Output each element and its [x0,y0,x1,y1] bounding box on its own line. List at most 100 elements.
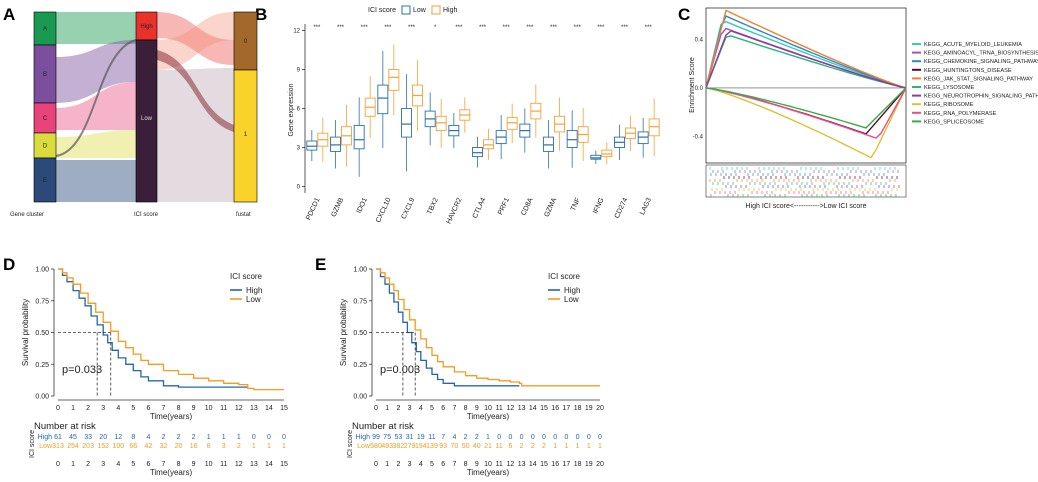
km-x-tick-label: 18 [574,405,582,412]
km-x-tick-label: 3 [408,405,412,412]
cxcl9-low-box [401,108,412,138]
risk-x-tick-label: 7 [162,461,166,468]
risk-value: 1 [576,443,580,450]
gsea-y-tick: 0.4 [695,37,704,43]
risk-value: 16 [190,443,198,450]
risk-x-tick-label: 10 [484,461,492,468]
legend-high-label: High [443,7,458,14]
risk-value: 1 [598,443,602,450]
risk-value: 93 [439,443,447,450]
gsea-legend-label: KEGG_CHEMOKINE_SIGNALING_PATHWAY [924,59,1038,65]
ctla4-high-box [483,139,494,150]
km-x-tick-label: 10 [484,405,492,412]
risk-x-tick-label: 18 [574,461,582,468]
km-pvalue: p=0.003 [380,364,420,376]
significance-tnf: *** [574,25,582,31]
risk-value: 0 [553,434,557,441]
gsea-plot: Enrichment Score High ICI score<--------… [689,7,1038,210]
risk-value: 2 [464,434,468,441]
km-y-tick-label: 0.25 [35,362,49,369]
risk-value: 313 [52,443,64,450]
km-y-tick-label: 1.00 [35,267,49,274]
gsea-curve-9 [705,87,907,139]
risk-value: 21 [484,443,492,450]
risk-x-tick-label: 20 [596,461,604,468]
km-legend-label-low: Low [246,295,261,304]
category-prf1: PRF1 [497,197,511,216]
significance-ifng: *** [597,25,605,31]
risk-value: 0 [564,434,568,441]
risk-value: 203 [82,443,94,450]
cluster-e-box [33,157,57,203]
cluster-a-label: A [43,27,47,33]
legend-low-label: Low [413,7,427,14]
km-x-tick-label: 20 [596,405,604,412]
risk-table-ylabel: ICI score [29,430,36,458]
panel-label-d: D [3,255,15,274]
legend-low-swatch [401,5,411,15]
significance-lag3: *** [645,25,653,31]
risk-value: 2 [475,434,479,441]
km-x-tick-label: 5 [131,405,135,412]
risk-value: 70 [451,443,459,450]
flow-low-1 [157,68,234,202]
panel-label-e: E [315,255,326,274]
km-x-tick-label: 11 [220,405,227,412]
risk-value: 2 [177,434,181,441]
alluvial-plot: A B C D E High Low 0 1 Gene cluster ICI scor… [10,11,258,218]
km-y-tick-label: 0.75 [353,298,367,305]
legend-title: ICI score [368,7,396,14]
risk-x-tick-label: 9 [192,461,196,468]
flow-d-high [55,39,137,157]
km-x-tick-label: 17 [563,405,571,412]
risk-value: 11 [428,434,435,441]
significance-prf1: *** [503,25,511,31]
flow-c-low [56,82,136,130]
y-tick-label: 12 [293,29,300,35]
risk-value: 61 [54,434,62,441]
tbx2-high-box [435,115,447,132]
risk-value: 580 [370,443,382,450]
km-x-tick-label: 2 [396,405,400,412]
gzma-low-box [543,136,554,152]
risk-value: 1 [267,443,271,450]
significance-cd274: *** [621,25,629,31]
risk-value: 100 [112,443,124,450]
risk-x-tick-label: 3 [408,461,412,468]
significance-ctla4: *** [479,25,487,31]
risk-value: 0 [576,434,580,441]
risk-value: 2 [192,434,196,441]
km-y-tick-label: 0.00 [353,394,367,401]
gsea-rug-frame [705,164,907,198]
km-x-label: Time(years) [467,412,510,421]
category-cd274: CD274 [614,197,630,220]
km-x-tick-label: 6 [441,405,445,412]
risk-x-tick-label: 6 [146,461,150,468]
km-x-tick-label: 4 [419,405,423,412]
lag3-low-box [637,131,649,145]
gsea-y-tick: 0.0 [695,86,704,92]
tnf-low-box [566,130,578,148]
risk-x-tick-label: 6 [441,461,445,468]
risk-value: 0 [598,434,602,441]
risk-value: 279 [404,443,416,450]
cluster-e-label: E [43,178,47,184]
risk-x-tick-label: 4 [116,461,120,468]
legend-high-swatch [431,5,441,15]
risk-value: 0 [508,434,512,441]
gsea-y-label: Enrichment Score [689,57,696,113]
risk-x-tick-label: 11 [496,461,503,468]
risk-x-tick-label: 2 [86,461,90,468]
risk-x-tick-label: 5 [131,461,135,468]
category-lag3: LAG3 [639,197,653,216]
gsea-legend-label: KEGG_HUNTINGTONS_DISEASE [924,68,1012,74]
gsea-frame [705,7,907,164]
cxcl10-high-box [388,69,400,91]
category-cxcl9: CXCL9 [400,197,416,221]
km-legend-title: ICI score [230,272,263,281]
risk-value: 493 [381,443,393,450]
km-y-tick-label: 0.50 [35,330,49,337]
risk-value: 1 [222,434,226,441]
fustat-1-label: 1 [244,132,248,138]
